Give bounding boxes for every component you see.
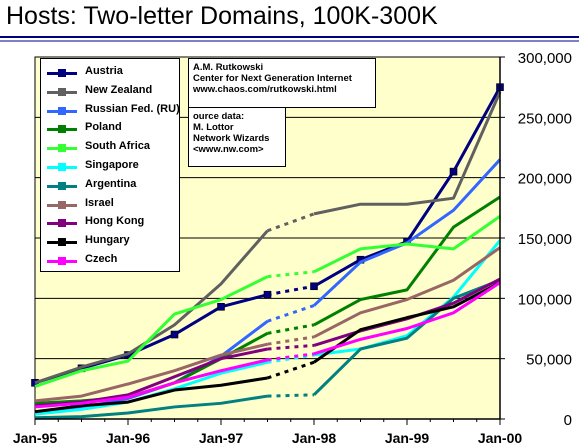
series-south-africa xyxy=(34,215,501,388)
series-line xyxy=(313,195,501,327)
data-point xyxy=(449,167,458,176)
y-tick-label: 100,000 xyxy=(518,291,572,308)
legend-marker xyxy=(58,219,66,228)
x-tick-label: Jan-95 xyxy=(13,430,58,446)
legend-marker xyxy=(58,238,66,247)
legend-item: Czech xyxy=(41,251,179,269)
legend-label: Argentina xyxy=(85,177,137,190)
series-gap-connector xyxy=(267,335,315,346)
legend-marker xyxy=(58,87,66,96)
series-argentina xyxy=(34,278,501,420)
series-line xyxy=(313,281,501,356)
tick-labels: 0 50,000 100,000 150,000 200,000 250,000 300,0… xyxy=(13,50,572,446)
y-tick-label: 300,000 xyxy=(518,50,572,67)
x-tick-label: Jan-00 xyxy=(478,430,523,446)
legend-marker xyxy=(58,125,66,134)
series-gap-connector xyxy=(267,323,315,335)
credit-line: A.M. Rutkowski xyxy=(193,62,264,73)
credit-box: A.M. Rutkowski Center for Next Generatio… xyxy=(188,58,376,108)
series-line xyxy=(313,239,502,357)
series-hungary xyxy=(34,281,501,414)
legend-item: South Africa xyxy=(41,138,179,156)
source-line: <www.nw.com> xyxy=(193,144,264,155)
series-group xyxy=(31,83,504,420)
credit-line: Center for Next Generation Internet xyxy=(193,73,352,84)
legend-label: Austria xyxy=(85,65,123,77)
legend-label: Poland xyxy=(85,121,122,134)
data-point xyxy=(263,290,272,299)
series-line xyxy=(34,342,268,403)
data-point xyxy=(170,330,179,339)
legend-label: Russian Fed. (RU) xyxy=(85,102,180,115)
series-line xyxy=(312,278,501,396)
legend-item: Austria xyxy=(41,63,179,81)
legend-item: Hong Kong xyxy=(41,213,179,231)
series-line xyxy=(34,358,268,409)
legend-item: Argentina xyxy=(41,176,179,194)
series-gap-connector xyxy=(267,284,315,297)
series-line xyxy=(313,91,502,216)
x-tick-label: Jan-96 xyxy=(106,430,151,446)
series-gap-connector xyxy=(267,352,315,362)
series-gap-connector xyxy=(267,270,315,279)
y-tick-label: 200,000 xyxy=(518,171,572,188)
legend-label: Israel xyxy=(85,196,114,209)
series-gap-connector xyxy=(267,393,315,398)
legend-item: New Zealand xyxy=(41,82,179,100)
series-czech xyxy=(34,281,501,409)
source-box: ource data: M. Lottor Network Wizards <w… xyxy=(188,107,286,167)
legend-label: South Africa xyxy=(85,140,150,153)
x-tick-label: Jan-98 xyxy=(292,430,337,446)
legend: Austria New Zealand Russian Fed. (RU) Polan… xyxy=(40,58,180,272)
data-point xyxy=(217,302,225,311)
legend-label: New Zealand xyxy=(85,83,153,96)
y-tick-label: 150,000 xyxy=(518,231,572,248)
legend-marker xyxy=(58,69,66,77)
source-line: Network Wizards xyxy=(193,133,270,144)
series-israel xyxy=(34,246,501,403)
legend-label: Hong Kong xyxy=(85,215,145,228)
series-line xyxy=(34,275,269,388)
series-line xyxy=(313,215,501,274)
y-tick-label: 50,000 xyxy=(526,352,572,369)
series-line xyxy=(313,246,501,339)
source-line: M. Lottor xyxy=(193,122,234,133)
series-line xyxy=(34,394,268,420)
legend-marker xyxy=(58,200,66,209)
legend-item: Russian Fed. (RU) xyxy=(41,101,180,119)
legend-marker xyxy=(58,106,66,115)
x-tick-label: Jan-97 xyxy=(199,430,244,446)
legend-label: Singapore xyxy=(85,159,139,171)
legend-marker xyxy=(58,144,66,153)
series-line xyxy=(34,376,268,414)
legend-marker xyxy=(58,257,66,265)
credit-line: www.chaos.com/rutkowski.html xyxy=(193,84,337,95)
y-tick-label: 0 xyxy=(564,412,572,429)
data-point xyxy=(310,282,318,291)
legend-marker xyxy=(58,181,66,190)
legend-item: Singapore xyxy=(41,157,179,175)
series-line xyxy=(313,281,501,364)
x-tick-label: Jan-99 xyxy=(385,430,430,446)
legend-label: Czech xyxy=(85,253,118,265)
page-title: Hosts: Two-letter Domains, 100K-300K xyxy=(6,2,438,30)
series-austria xyxy=(31,83,504,387)
legend-item: Hungary xyxy=(41,232,179,250)
legend-item: Poland xyxy=(41,119,179,137)
legend-marker xyxy=(58,163,66,171)
legend-item: Israel xyxy=(41,195,179,213)
series-gap-connector xyxy=(267,343,315,351)
legend-label: Hungary xyxy=(85,234,130,247)
y-tick-label: 250,000 xyxy=(518,110,572,127)
source-line: ource data: xyxy=(193,111,245,122)
